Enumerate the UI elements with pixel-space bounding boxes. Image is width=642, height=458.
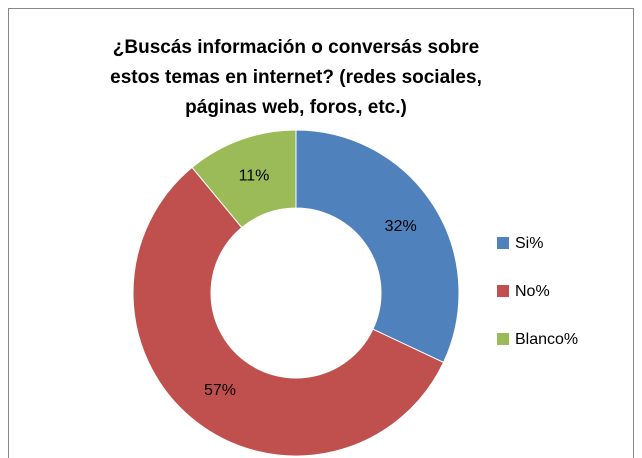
chart-title: páginas web, foros, etc.) xyxy=(185,97,407,118)
legend-swatch xyxy=(497,237,509,249)
donut-slice xyxy=(295,129,460,364)
data-label: 57% xyxy=(204,382,236,399)
donut-slice xyxy=(191,129,297,229)
data-label: 32% xyxy=(385,218,417,235)
legend-label: Si% xyxy=(515,235,543,252)
legend-label: No% xyxy=(515,283,550,300)
data-label: 11% xyxy=(239,168,270,185)
donut-slice xyxy=(132,166,445,457)
legend-swatch xyxy=(497,333,509,345)
chart-title: estos temas en internet? (redes sociales… xyxy=(110,67,482,88)
legend-swatch xyxy=(497,285,509,297)
chart-title: ¿Buscás información o conversás sobre xyxy=(113,37,479,58)
legend-label: Blanco% xyxy=(515,331,578,348)
